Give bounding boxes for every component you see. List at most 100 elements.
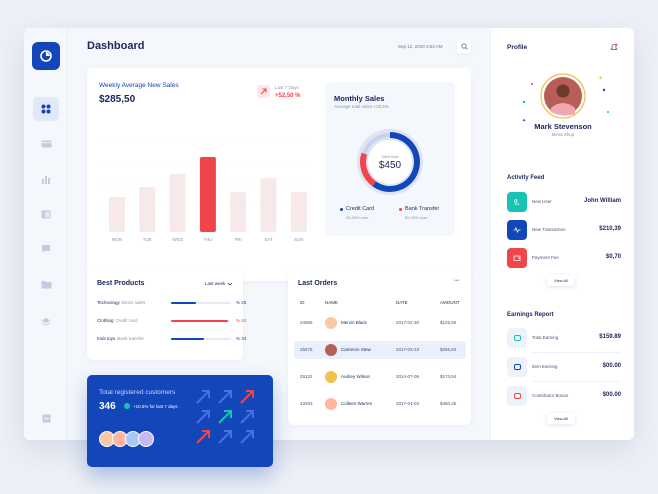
header-date: Sep 12, 2020 3:53 AM <box>398 44 443 49</box>
donut-slice-other[interactable] <box>362 133 391 155</box>
sidebar-item-messages[interactable] <box>33 237 59 261</box>
order-date: 2017-04-03 <box>396 401 420 406</box>
earning-label: Item Earning <box>532 364 558 369</box>
divider <box>532 352 621 353</box>
sidebar-item-layers[interactable] <box>33 310 59 334</box>
bar-mon[interactable] <box>109 197 125 232</box>
avatar <box>138 431 154 447</box>
heart-icon <box>507 357 527 377</box>
product-name: Clothing <box>97 318 114 323</box>
avatar <box>325 344 337 356</box>
legend-bank-transfer: Bank Transfer <box>399 206 439 212</box>
app-logo[interactable] <box>32 42 60 70</box>
earning-item[interactable]: Total Earning $159.89 <box>507 328 621 353</box>
weekly-amount: $285,50 <box>99 94 136 105</box>
weekly-sales-card: Weekly Average New Sales $285,50 Last 7 … <box>87 68 471 281</box>
donut-slice-credit-card[interactable] <box>372 132 420 192</box>
x-tick-label: WED <box>172 237 183 242</box>
people-icon <box>507 386 527 406</box>
column-header: AMOUNT <box>440 300 460 305</box>
earnings-title: Earnings Report <box>507 312 554 318</box>
product-name: Technology <box>97 300 120 305</box>
activity-title: Activity Feed <box>507 175 545 181</box>
activity-item[interactable]: New User John William <box>507 192 621 212</box>
donut-slice-bank-transfer[interactable] <box>360 152 377 187</box>
arrows-decoration-icon <box>196 390 254 444</box>
more-menu-icon[interactable]: ••• <box>454 278 460 284</box>
x-tick-label: SAT <box>264 237 273 242</box>
bar-fri[interactable] <box>230 192 247 232</box>
grid-icon <box>41 104 51 114</box>
pie-logo-icon <box>40 50 52 62</box>
order-name: Mervin Black <box>341 320 367 325</box>
bar-chart-icon <box>42 175 50 184</box>
product-category: Credit card <box>115 318 138 323</box>
weekly-bar-chart: MON TUE WED THU FRI SAT SUN <box>99 139 311 242</box>
sidebar-item-analytics[interactable] <box>33 167 59 191</box>
trend-badge <box>257 85 270 98</box>
legend-credit-card: Credit Card <box>340 206 374 212</box>
x-tick-label: TUE <box>143 237 152 242</box>
bar-sun[interactable] <box>290 192 307 232</box>
user-icon <box>507 192 527 212</box>
activity-item[interactable]: Payment Fee $0,70 <box>507 248 621 268</box>
layout-icon <box>41 210 51 218</box>
table-row[interactable]: 34565 Mervin Black 2017-02-30 $125,50 <box>294 314 466 332</box>
registered-customers-card: Total registered customers 346 +10.5% fo… <box>87 375 273 467</box>
earning-value: $159.89 <box>599 334 621 340</box>
order-id: 43293 <box>300 401 313 406</box>
donut-hole <box>368 140 412 184</box>
table-row[interactable]: 25675 Cameron Stew 2017-03-23 $256,84 <box>294 341 466 359</box>
sidebar-item-dashboard[interactable] <box>33 97 59 121</box>
dashboard-app: Dashboard Sep 12, 2020 3:53 AM Weekly Av… <box>24 28 634 467</box>
product-row[interactable]: Kids toys Bank transfer % 34 <box>97 336 246 344</box>
progress-fill <box>171 338 204 340</box>
earning-item[interactable]: Item Earning $00.00 <box>507 357 621 382</box>
legend-dot <box>399 207 402 211</box>
activity-item[interactable]: New Transaction $210,39 <box>507 220 621 240</box>
svg-text:✦: ✦ <box>598 75 603 82</box>
earnings-view-all-button[interactable]: View All <box>547 413 575 424</box>
bar-sat[interactable] <box>260 178 277 232</box>
period-filter[interactable]: Last week <box>205 281 233 286</box>
monthly-donut-chart: Total Sale$450 <box>357 129 423 195</box>
profile-avatar[interactable]: ✦✦ <box>508 72 618 126</box>
legend-label: Bank Transfer <box>405 206 440 212</box>
search-button[interactable] <box>457 39 471 53</box>
last-orders-title: Last Orders <box>298 280 338 287</box>
registered-title: Total registered customers <box>99 389 176 396</box>
activity-value: John William <box>584 198 621 204</box>
bar-wed[interactable] <box>169 174 186 232</box>
profile-name: Mark Stevenson <box>534 122 592 131</box>
sidebar-item-layout[interactable] <box>33 202 59 226</box>
table-row[interactable]: 43293 Colleen Warren 2017-04-03 $450,25 <box>294 395 466 413</box>
product-row[interactable]: Technology Direct sales % 25 <box>97 300 246 308</box>
earning-item[interactable]: Contributor Bonus $00.00 <box>507 386 621 406</box>
x-tick-label: THU <box>203 237 212 242</box>
earning-label: Contributor Bonus <box>532 393 569 398</box>
legend-dot <box>340 207 343 211</box>
order-amount: $174,54 <box>440 374 457 379</box>
bell-icon[interactable] <box>610 43 618 51</box>
order-name: Audrey Wilson <box>341 374 371 379</box>
order-date: 2014-07-06 <box>396 374 420 379</box>
chat-money-icon <box>507 328 527 348</box>
order-amount: $256,84 <box>440 347 457 352</box>
activity-view-all-button[interactable]: View All <box>547 275 575 286</box>
check-icon <box>124 403 130 409</box>
sidebar-item-files[interactable] <box>33 272 59 296</box>
avatar <box>325 317 337 329</box>
last-days-label: Last 7 Days <box>275 85 299 90</box>
avatar <box>325 371 337 383</box>
last-orders-card: Last Orders ••• ID NAME DATE AMOUNT 34565 Mer… <box>288 268 471 425</box>
bar-tue[interactable] <box>139 187 156 232</box>
sidebar-item-cards[interactable] <box>33 132 59 156</box>
search-icon <box>460 42 468 50</box>
folder-icon <box>41 280 51 288</box>
product-row[interactable]: Clothing Credit card % 62 <box>97 318 246 326</box>
sidebar-item-logout[interactable] <box>33 406 59 430</box>
product-label: Technology Direct sales <box>97 300 145 305</box>
profile-title: Profile <box>507 44 528 51</box>
table-row[interactable]: 29122 Audrey Wilson 2014-07-06 $174,54 <box>294 368 466 386</box>
bar-thu[interactable] <box>199 157 216 232</box>
